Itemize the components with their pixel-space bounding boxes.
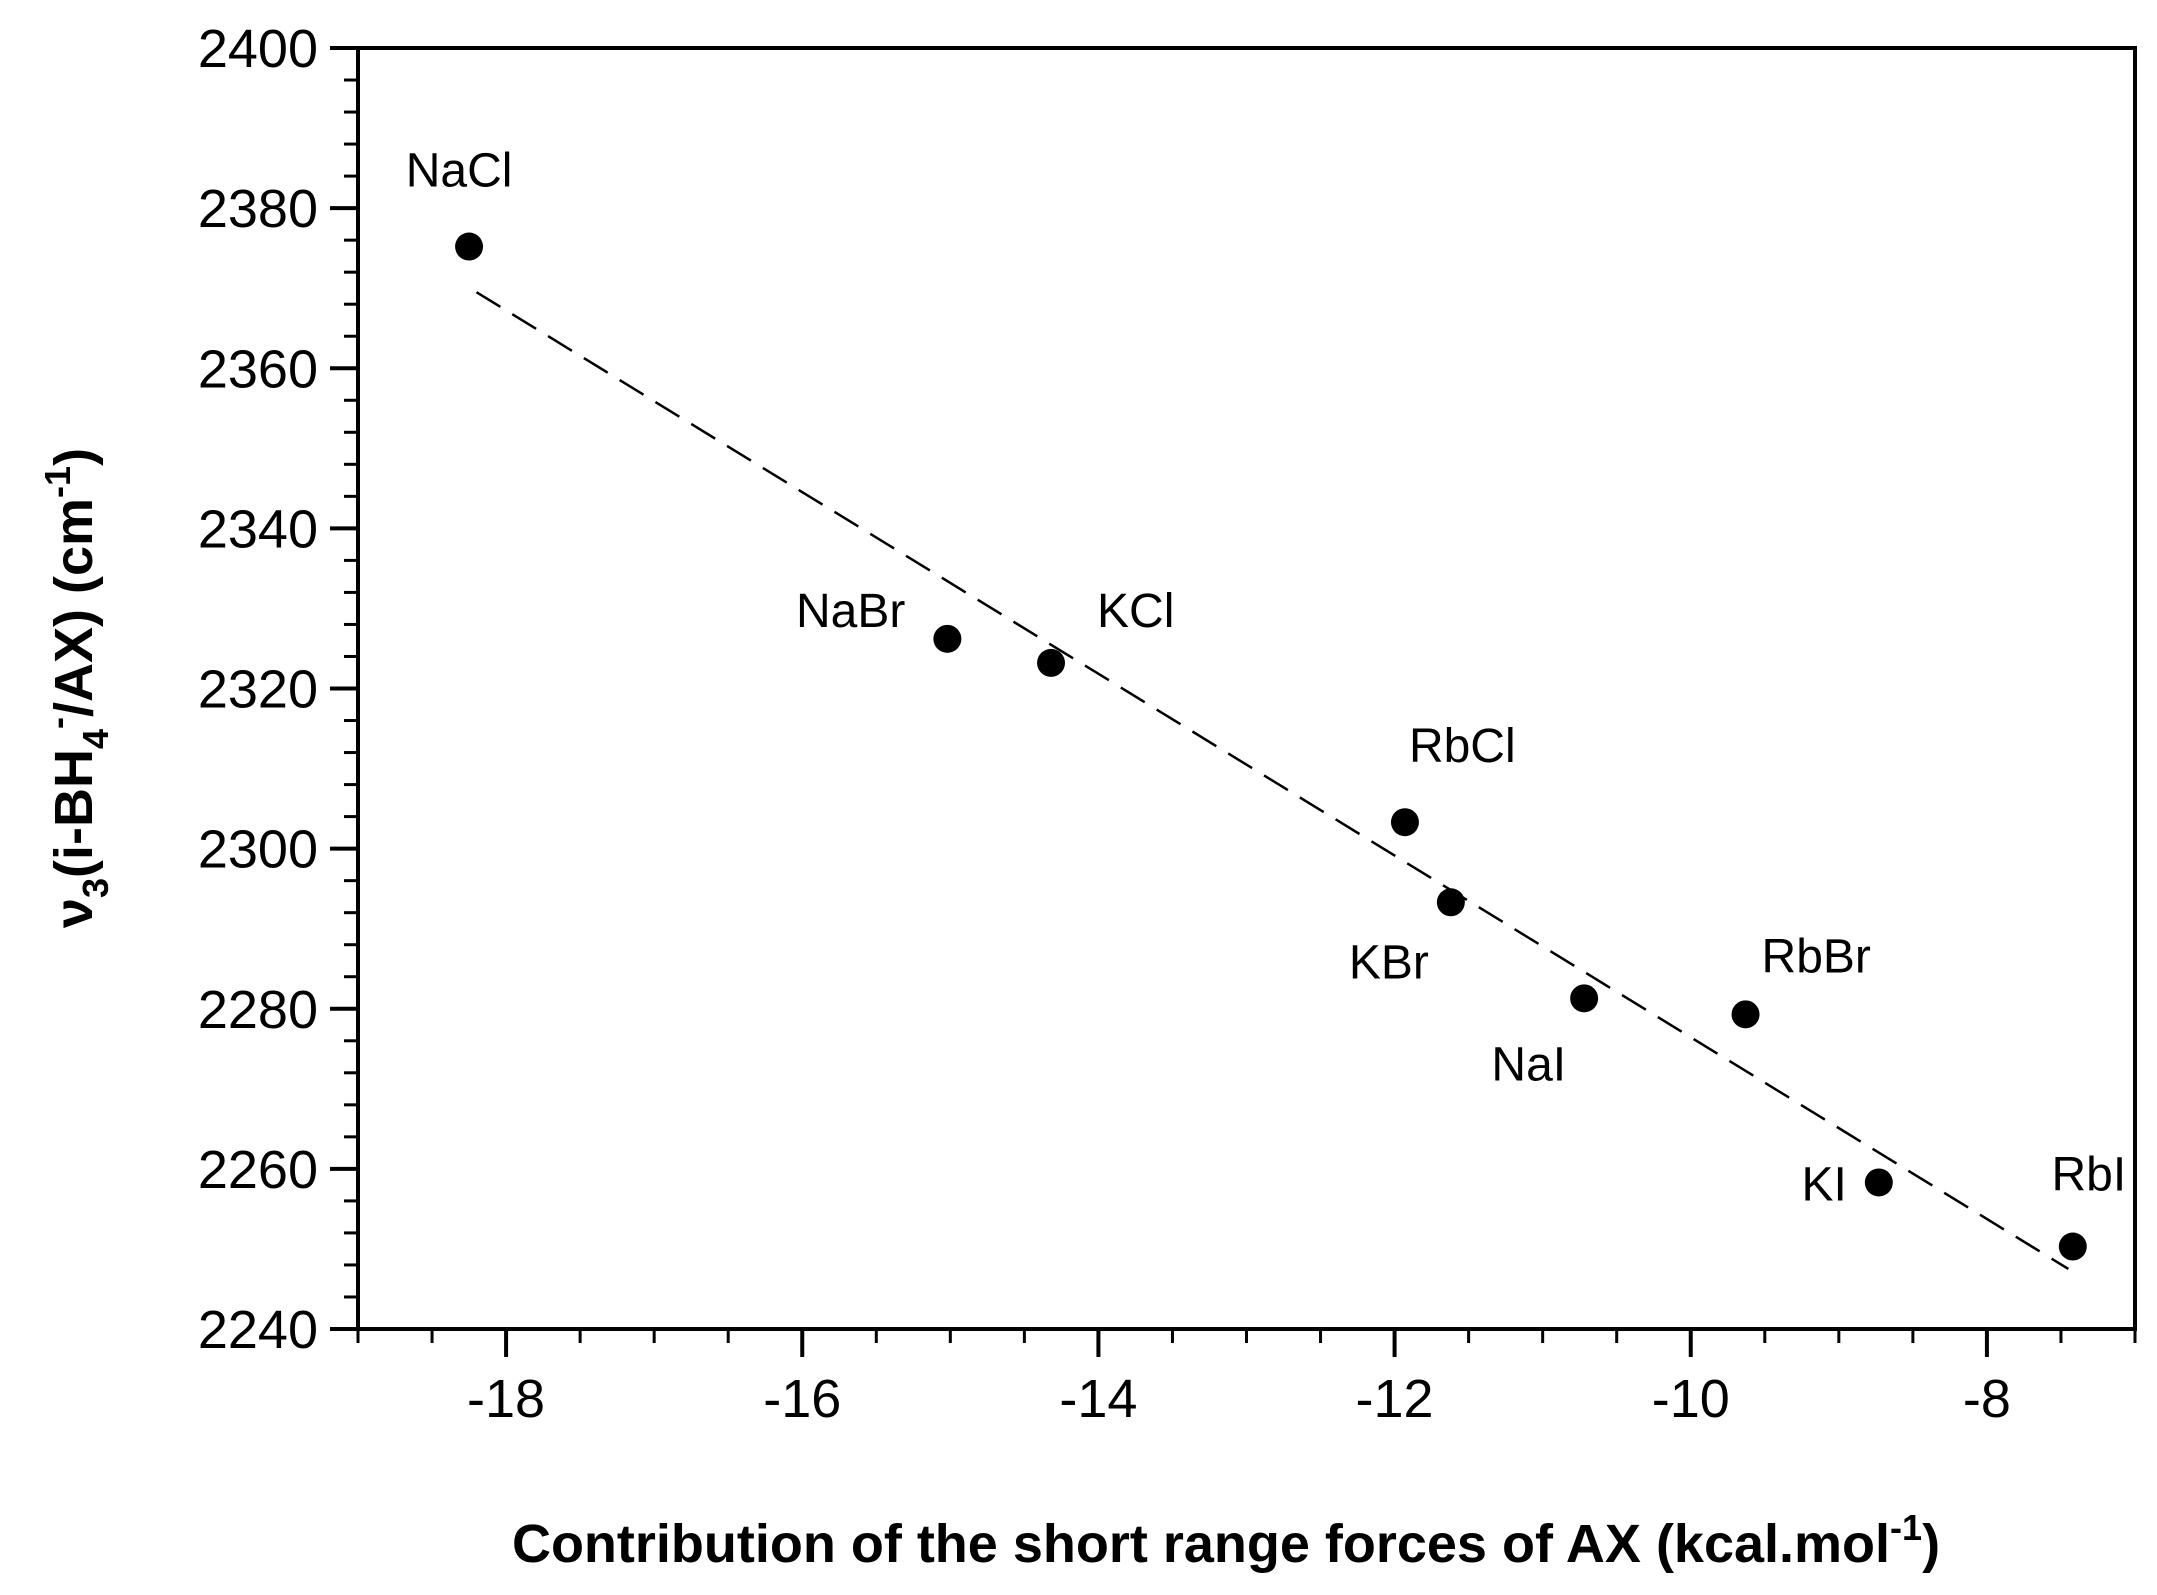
point-label-nacl: NaCl: [406, 145, 513, 198]
data-point-nabr: [933, 624, 962, 653]
axis-ticks: [330, 46, 2137, 1357]
y-tick-label: 2380: [198, 179, 318, 239]
x-tick-label: -18: [467, 1369, 545, 1429]
fit-line: [475, 291, 2070, 1271]
point-label-kcl: KCl: [1097, 585, 1174, 638]
x-axis-title: Contribution of the short range forces o…: [512, 1507, 1940, 1574]
y-tick-label: 2360: [198, 339, 318, 399]
data-point-ki: [1864, 1168, 1893, 1197]
data-point-rbcl: [1390, 808, 1419, 837]
data-point-labels: NaCl NaBr KCl RbCl KBr NaI RbBr KI RbI: [406, 145, 2126, 1212]
x-tick-label: -8: [1963, 1369, 2011, 1429]
y-tick-label: 2300: [198, 820, 318, 880]
y-tick-label: 2280: [198, 980, 318, 1040]
point-label-nai: NaI: [1491, 1038, 1566, 1091]
point-label-rbbr: RbBr: [1762, 930, 1871, 983]
data-point-rbi: [2058, 1232, 2087, 1261]
y-tick-label: 2240: [198, 1300, 318, 1360]
fit-line-group: [475, 291, 2070, 1271]
y-tick-label: 2260: [198, 1140, 318, 1200]
plot-frame: [356, 46, 2137, 1331]
y-axis-title: ν3(i-BH4-/AX) (cm-1): [37, 448, 116, 928]
data-point-nacl: [455, 232, 484, 261]
point-label-rbcl: RbCl: [1409, 720, 1516, 773]
data-point-nai: [1570, 984, 1599, 1013]
y-tick-label: 2340: [198, 499, 318, 559]
y-tick-label: 2320: [198, 660, 318, 720]
point-label-rbi: RbI: [2051, 1149, 2126, 1202]
point-label-kbr: KBr: [1349, 936, 1429, 989]
x-tick-label: -14: [1059, 1369, 1137, 1429]
data-points: [455, 232, 2087, 1261]
point-label-nabr: NaBr: [796, 585, 905, 638]
data-point-rbbr: [1731, 1000, 1760, 1029]
axis-tick-labels: -18 -16 -14 -12 -10 -8 2240 2260 2280 2300 2320 234…: [198, 19, 2011, 1429]
x-tick-label: -12: [1356, 1369, 1434, 1429]
x-tick-label: -16: [763, 1369, 841, 1429]
y-tick-label: 2400: [198, 19, 318, 79]
data-point-kbr: [1436, 888, 1465, 917]
data-point-kcl: [1037, 648, 1066, 677]
point-label-ki: KI: [1801, 1158, 1846, 1211]
x-tick-label: -10: [1652, 1369, 1730, 1429]
